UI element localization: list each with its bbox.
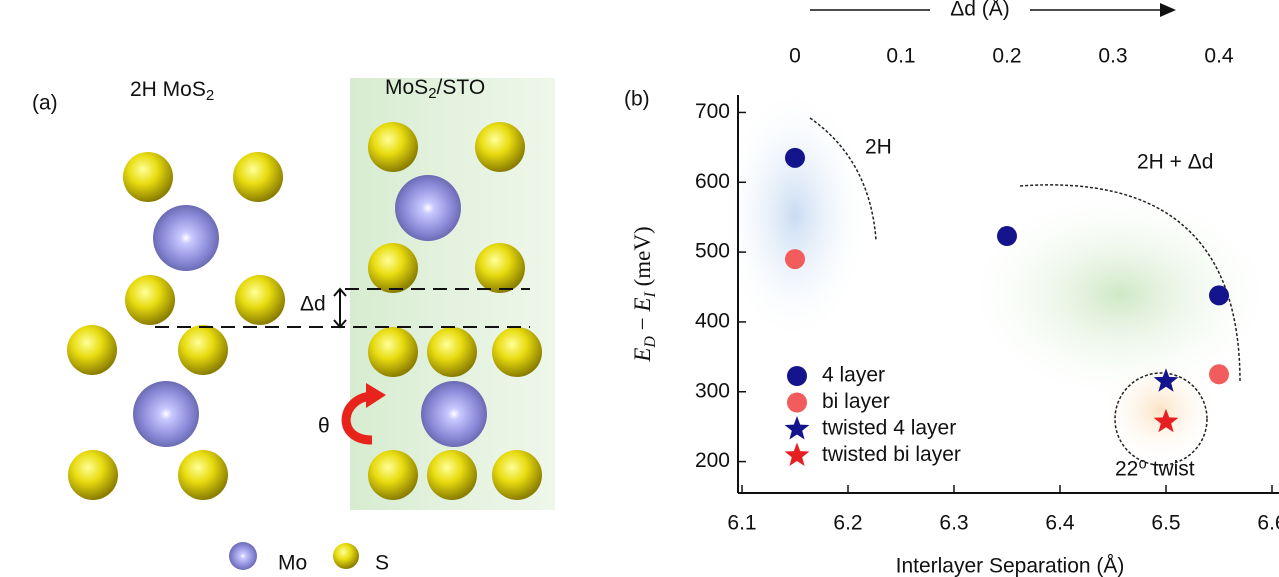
rotation-arrow xyxy=(341,391,373,445)
legend-mo xyxy=(229,542,257,570)
x2-tick-label: 0.4 xyxy=(1204,45,1234,68)
y-tick-label: 400 xyxy=(695,309,730,332)
point xyxy=(785,147,805,168)
annotation: 2H xyxy=(865,136,892,159)
point xyxy=(1209,285,1229,306)
x2-tick-label: 0.3 xyxy=(1098,45,1127,68)
x2-axis-label: Δd (Å) xyxy=(950,0,1010,21)
legend-s xyxy=(333,543,359,569)
guide-arc xyxy=(809,117,877,241)
y-tick-label: 300 xyxy=(695,379,730,402)
legend-marker xyxy=(787,392,807,413)
region-twist xyxy=(1100,355,1220,465)
region-2h-dd xyxy=(960,185,1279,405)
structure-title: MoS2/STO xyxy=(385,76,485,102)
guide-arc xyxy=(1019,184,1241,383)
rotation-arrowhead xyxy=(366,383,386,408)
legend-marker xyxy=(784,442,810,466)
delta-arrow xyxy=(333,287,347,329)
legend-label: Mo xyxy=(278,552,307,575)
delta-label: Δd xyxy=(300,293,326,316)
region-2h xyxy=(720,85,870,345)
y-tick-label: 200 xyxy=(695,449,730,472)
x2-tick-label: 0.2 xyxy=(992,45,1021,68)
y-tick-label: 500 xyxy=(695,240,730,263)
y-tick-label: 700 xyxy=(695,100,730,123)
theta-label: θ xyxy=(318,415,330,438)
point xyxy=(1209,364,1229,385)
legend-label: twisted 4 layer xyxy=(822,417,956,440)
panel-label: (a) xyxy=(32,92,58,115)
star-marker xyxy=(1153,408,1179,433)
legend-marker xyxy=(787,366,807,386)
point xyxy=(997,226,1017,247)
x2-arrowhead xyxy=(1160,3,1176,17)
x-tick-label: 6.5 xyxy=(1151,512,1180,535)
legend-label: 4 layer xyxy=(822,364,885,387)
star-marker xyxy=(1153,368,1179,392)
legend-marker xyxy=(784,416,810,440)
y-axis-label: ED − EI (meV) xyxy=(630,226,658,362)
panel-b: 2H 2H + Δd 22⁰ twist (b) Δd (Å) Interlay… xyxy=(624,0,1279,577)
x2-tick-label: 0.1 xyxy=(886,45,915,68)
x2-tick-label: 0 xyxy=(789,45,801,68)
legend-label: bi layer xyxy=(822,390,890,413)
panel-a: (a) 2H MoS2 MoS2/STO Δd θ Mo S xyxy=(32,76,555,575)
x-tick-label: 6.2 xyxy=(833,512,862,535)
x-tick-label: 6.3 xyxy=(939,512,968,535)
legend-label: S xyxy=(375,552,389,575)
panel-label: (b) xyxy=(624,88,650,111)
structure-title: 2H MoS2 xyxy=(130,78,214,104)
x-axis-label: Interlayer Separation (Å) xyxy=(896,555,1125,577)
x-tick-label: 6.1 xyxy=(727,512,756,535)
annotation: 22⁰ twist xyxy=(1115,458,1195,481)
x-tick-label: 6.6 xyxy=(1257,512,1279,535)
annotation: 2H + Δd xyxy=(1137,151,1213,174)
atoms xyxy=(67,122,542,500)
legend-label: twisted bi layer xyxy=(822,443,961,466)
x-tick-label: 6.4 xyxy=(1045,512,1075,535)
y-tick-label: 600 xyxy=(695,170,730,193)
twist-circle xyxy=(1114,372,1208,466)
point xyxy=(785,249,805,270)
